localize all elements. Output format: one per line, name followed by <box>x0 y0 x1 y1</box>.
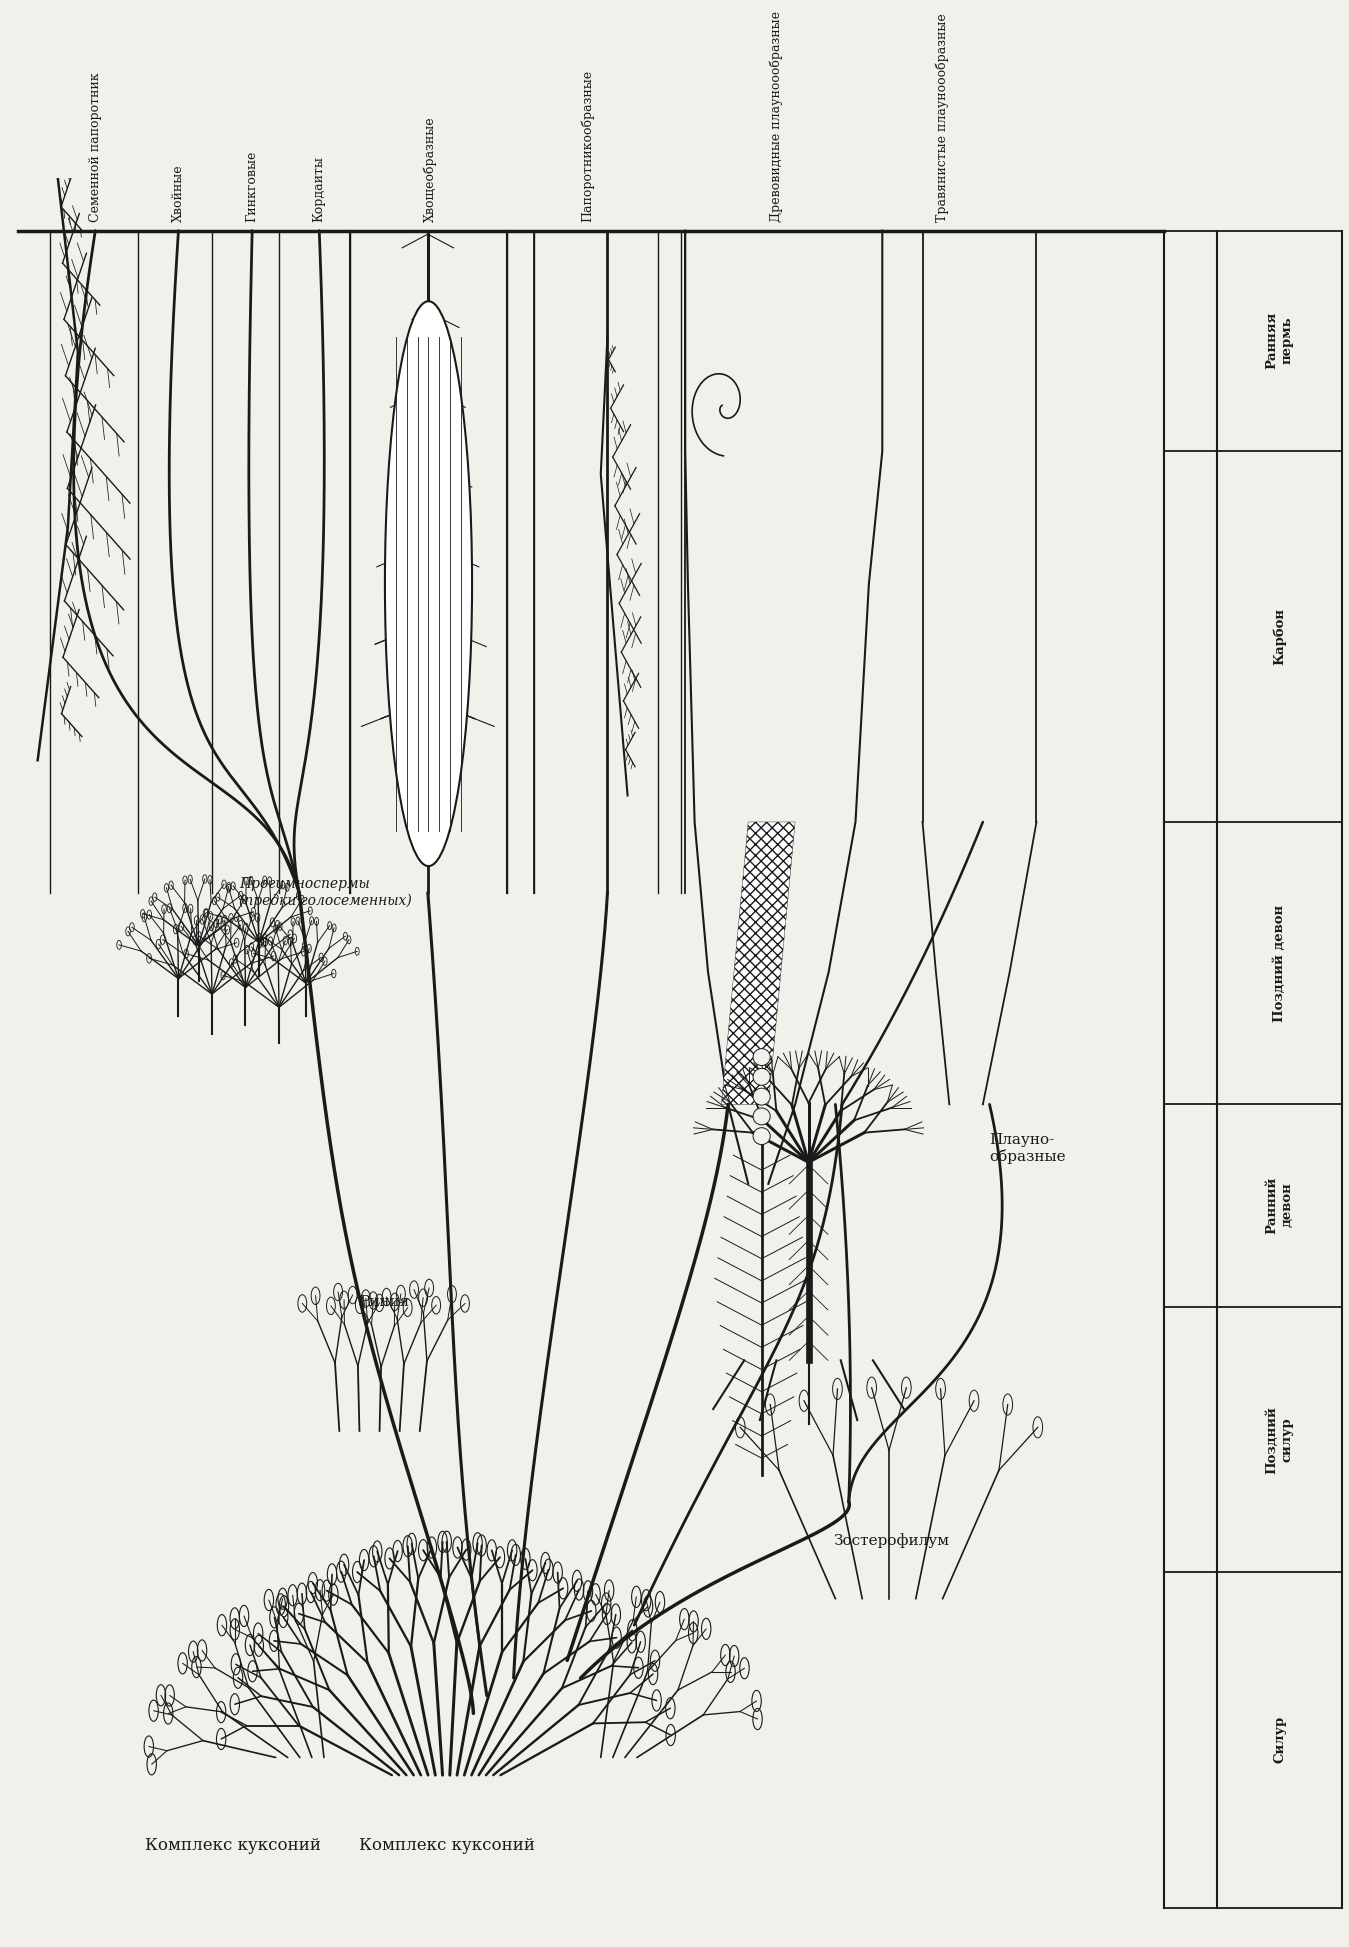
Text: Папоротникообразные: Папоротникообразные <box>580 70 594 222</box>
Text: Комплекс куксоний: Комплекс куксоний <box>359 1838 534 1854</box>
Text: Зостерофилум: Зостерофилум <box>832 1532 948 1548</box>
Ellipse shape <box>384 302 472 866</box>
Text: Карбон: Карбон <box>1273 607 1287 666</box>
Text: Поздний девон: Поздний девон <box>1273 905 1287 1022</box>
Text: Поздний
силур: Поздний силур <box>1265 1406 1294 1474</box>
Text: Ранняя
пермь: Ранняя пермь <box>1265 312 1294 368</box>
Text: Травянистые плауноообразные: Травянистые плауноообразные <box>936 14 950 222</box>
Text: Силур: Силур <box>1273 1715 1287 1764</box>
Text: Древовидные плауноообразные: Древовидные плауноообразные <box>770 12 784 222</box>
Ellipse shape <box>753 1049 770 1065</box>
Text: Комплекс куксоний: Комплекс куксоний <box>144 1838 321 1854</box>
Text: Риния: Риния <box>359 1295 410 1308</box>
Text: Кордаиты: Кордаиты <box>313 156 325 222</box>
Text: Гинкговые: Гинкговые <box>246 150 259 222</box>
Text: Хвощеобразные: Хвощеобразные <box>424 117 437 222</box>
Text: Семенной папоротник: Семенной папоротник <box>89 72 101 222</box>
Text: Ранний
девон: Ранний девон <box>1265 1176 1294 1234</box>
Polygon shape <box>722 822 795 1104</box>
Text: Прогимноспермы
(предки голосеменных): Прогимноспермы (предки голосеменных) <box>239 878 411 907</box>
Ellipse shape <box>753 1088 770 1106</box>
Ellipse shape <box>753 1108 770 1125</box>
Text: Хвойные: Хвойные <box>171 164 185 222</box>
Text: Плауно-
образные: Плауно- образные <box>990 1133 1066 1164</box>
Ellipse shape <box>753 1127 770 1145</box>
Ellipse shape <box>753 1069 770 1084</box>
